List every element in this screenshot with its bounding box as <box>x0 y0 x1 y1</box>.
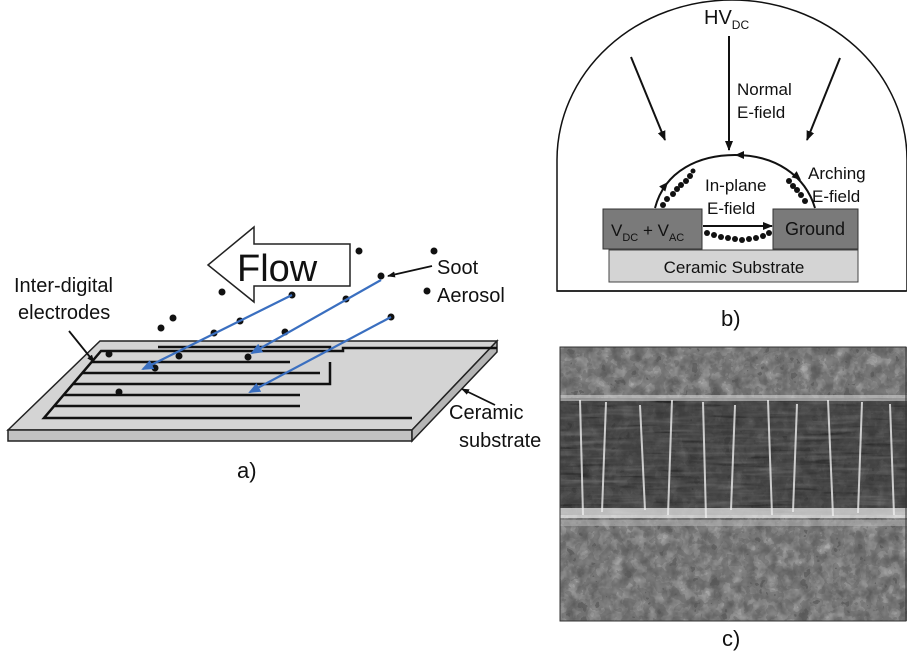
sem-frame <box>559 346 907 622</box>
ground-electrode <box>772 208 859 250</box>
ceramic-substrate-front <box>7 429 413 442</box>
aerosol-label: Aerosol <box>437 285 505 307</box>
normal-label-line1: Normal <box>737 80 792 99</box>
panel-a-label: a) <box>237 458 257 483</box>
substrate-label-line2: substrate <box>459 430 541 452</box>
soot-chain-right <box>786 178 808 204</box>
flow-arrow: Flow <box>206 225 351 304</box>
sem-micrograph <box>560 347 907 621</box>
ceramic-substrate-side <box>411 339 498 443</box>
soot-label: Soot <box>437 257 479 279</box>
arching-label-line2: E-field <box>812 187 860 206</box>
hv-label: HVDC <box>704 7 749 32</box>
panel-a: Flow Soot Aerosol Inter-digital electrod… <box>6 225 541 483</box>
panel-c: c) <box>559 346 907 651</box>
ground-label: Ground <box>785 219 845 239</box>
inplane-label-line1: In-plane <box>705 176 766 195</box>
inplane-label-line2: E-field <box>707 199 755 218</box>
arching-label-line1: Arching <box>808 164 866 183</box>
electrodes-label-line1: Inter-digital <box>14 275 113 297</box>
panel-b: HVDC Normal E-field Ceramic Substrate VD… <box>556 0 907 331</box>
panel-b-label: b) <box>721 306 741 331</box>
normal-field-arrows <box>630 36 841 151</box>
soot-pointer <box>387 265 433 278</box>
electrodes-pointer <box>68 330 95 363</box>
electrodes-label-line2: electrodes <box>18 302 110 324</box>
flow-label: Flow <box>237 248 318 290</box>
interdigital-electrodes <box>41 345 497 420</box>
substrate-pointer <box>461 388 496 406</box>
panel-c-label: c) <box>722 626 740 651</box>
soot-chain-left <box>660 168 696 208</box>
vdc-electrode <box>602 208 703 250</box>
substrate-label-line1: Ceramic <box>449 402 523 424</box>
particle-trajectories <box>141 279 392 393</box>
ceramic-substrate-top <box>6 340 499 431</box>
soot-chain-bottom <box>704 230 772 243</box>
vdc-label: VDC + VAC <box>611 221 684 244</box>
normal-label-line2: E-field <box>737 103 785 122</box>
ceramic-substrate-b <box>608 249 859 283</box>
substrate-b-label: Ceramic Substrate <box>664 258 805 277</box>
